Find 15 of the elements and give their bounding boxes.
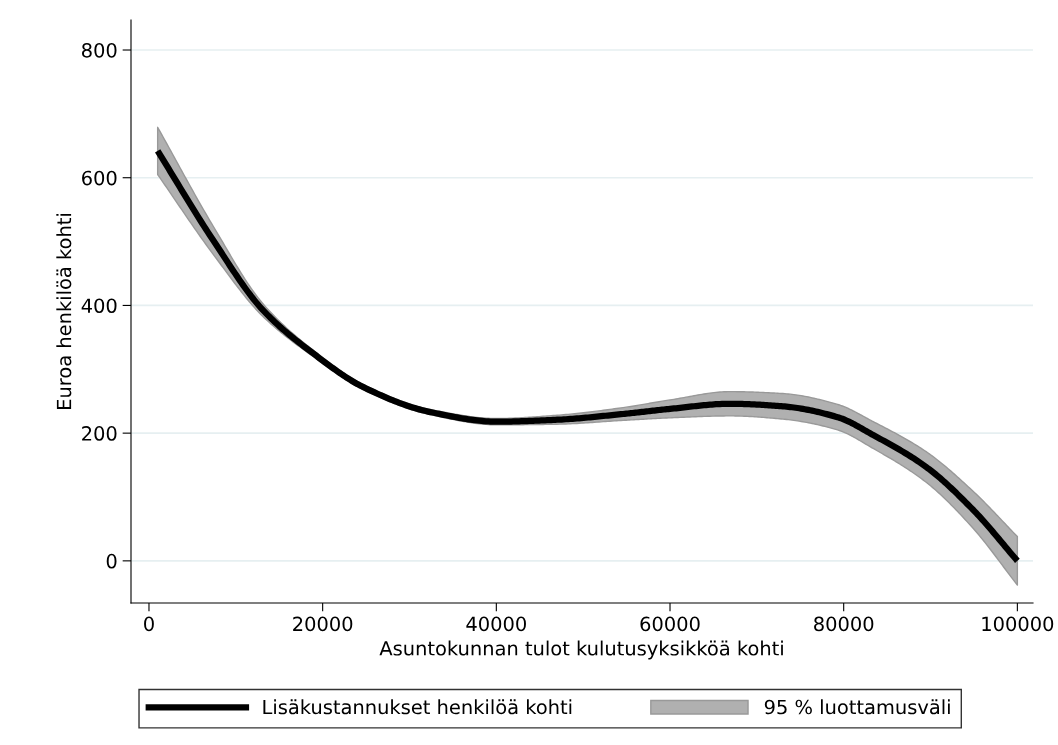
x-tick-label: 40000 (466, 616, 526, 632)
y-axis-title: Euroa henkilöä kohti (56, 214, 72, 409)
text: 95 % luottamusväli (764, 699, 950, 715)
y-tick-label: 0 (106, 553, 117, 569)
x-tick-label: 100000 (982, 616, 1054, 632)
y-tick-label: 800 (82, 42, 117, 58)
x-tick-label: 20000 (293, 616, 353, 632)
y-tick-label: 200 (82, 426, 117, 441)
y-tick-label: 600 (82, 170, 117, 186)
x-axis-title: Asuntokunnan tulot kulutusyksikköä kohti (379, 640, 783, 660)
x-tick-label: 60000 (640, 616, 700, 632)
x-tick-label: 0 (144, 616, 154, 632)
x-tick-label: 80000 (814, 616, 874, 632)
y-tick-label: 400 (81, 298, 117, 314)
text: Lisäkustannukset henkilöä kohti (263, 699, 572, 715)
